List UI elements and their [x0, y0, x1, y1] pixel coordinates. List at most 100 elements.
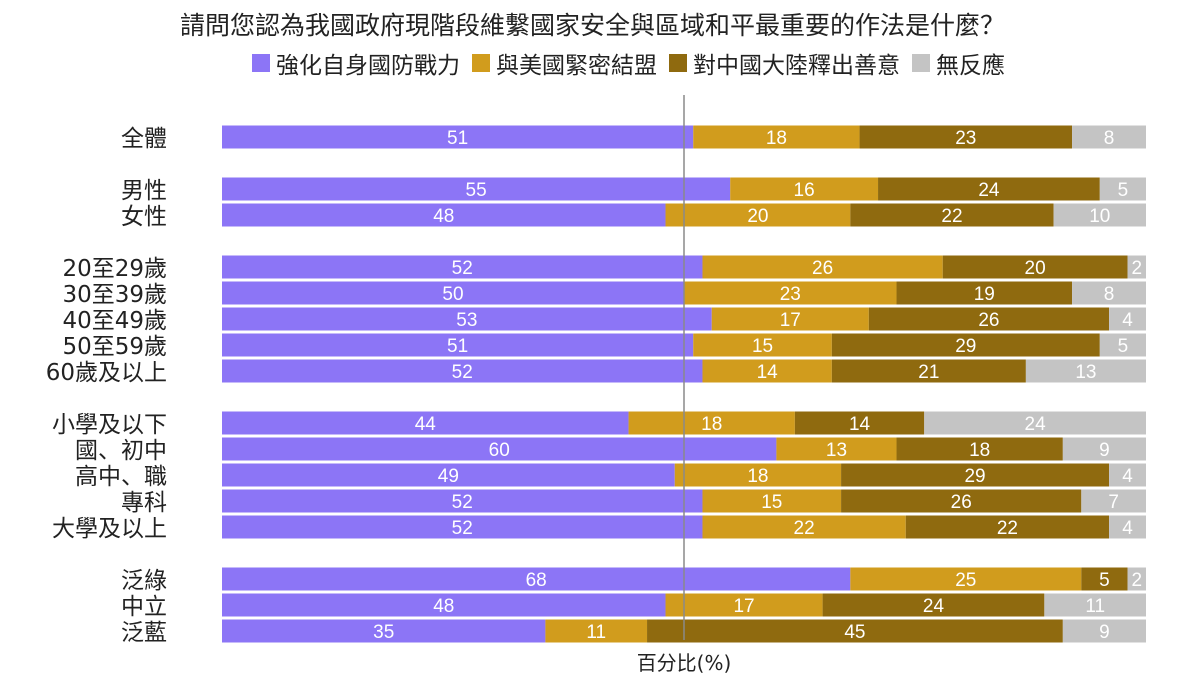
legend-item: 對中國大陸釋出善意 — [669, 46, 900, 80]
category-label: 60歲及以上 — [46, 360, 167, 386]
data-label: 52 — [452, 258, 473, 279]
data-label: 25 — [955, 570, 976, 591]
bar-segment — [1109, 515, 1146, 539]
bar-segment — [545, 619, 648, 643]
data-label: 50 — [442, 284, 463, 305]
bar-segment — [222, 255, 703, 279]
bar-segment — [868, 307, 1110, 331]
data-label: 8 — [1104, 128, 1115, 149]
legend-swatch — [912, 54, 930, 72]
data-label: 9 — [1099, 440, 1110, 461]
bar-segment — [693, 333, 832, 357]
data-label: 35 — [373, 622, 394, 643]
data-label: 14 — [849, 414, 871, 435]
bar-segment — [942, 255, 1128, 279]
data-label: 29 — [964, 466, 985, 487]
category-label: 20至29歲 — [62, 256, 167, 282]
bar-segment — [222, 177, 731, 201]
x-axis-label: 百分比(%) — [637, 651, 732, 675]
data-label: 2 — [1131, 258, 1142, 279]
bar-segment — [794, 411, 925, 435]
data-label: 8 — [1104, 284, 1115, 305]
bar-segment — [222, 333, 694, 357]
data-label: 68 — [526, 570, 547, 591]
bar-segment — [684, 281, 897, 305]
bar-segment — [711, 307, 869, 331]
chart-title: 請問您認為我國政府現階段維繫國家安全與區域和平最重要的作法是什麼？ — [180, 11, 1006, 40]
data-label: 20 — [747, 206, 768, 227]
bar-segment — [1099, 177, 1146, 201]
data-label: 10 — [1089, 206, 1110, 227]
bar-segment — [924, 411, 1146, 435]
data-label: 24 — [923, 596, 945, 617]
data-label: 14 — [757, 362, 779, 383]
data-label: 24 — [978, 180, 1000, 201]
category-label: 小學及以下 — [52, 412, 167, 438]
data-label: 4 — [1122, 518, 1133, 539]
bar-segment — [850, 567, 1082, 591]
data-label: 52 — [452, 518, 473, 539]
bar-segment — [222, 619, 546, 643]
legend-label: 強化自身國防戰力 — [276, 53, 460, 79]
bar-segment — [628, 411, 795, 435]
bar-segment — [1072, 125, 1146, 149]
bar-segment — [647, 619, 1063, 643]
data-label: 17 — [780, 310, 801, 331]
bar-segment — [776, 437, 897, 461]
bar-segment — [1081, 489, 1146, 513]
bar-segment — [222, 437, 777, 461]
legend-label: 對中國大陸釋出善意 — [693, 53, 900, 79]
bar-segment — [1099, 333, 1146, 357]
bar-segment — [831, 359, 1026, 383]
bar-segment — [674, 463, 842, 487]
bar-segment — [702, 359, 832, 383]
data-label: 4 — [1122, 310, 1133, 331]
data-label: 51 — [447, 128, 468, 149]
bar-segment — [1127, 567, 1146, 591]
data-label: 5 — [1118, 180, 1129, 201]
data-label: 18 — [766, 128, 787, 149]
bar-segment — [1062, 437, 1146, 461]
bar-segment — [702, 489, 842, 513]
bar-segment — [1044, 593, 1146, 617]
bar-segment — [222, 515, 703, 539]
bar-segment — [1081, 567, 1128, 591]
bar-segment — [822, 593, 1045, 617]
category-label: 40至49歲 — [62, 308, 167, 334]
data-label: 20 — [1025, 258, 1046, 279]
data-label: 13 — [826, 440, 847, 461]
data-label: 13 — [1075, 362, 1096, 383]
data-label: 21 — [918, 362, 939, 383]
data-label: 18 — [701, 414, 722, 435]
category-label: 50至59歲 — [62, 334, 167, 360]
bar-segment — [1062, 619, 1146, 643]
data-label: 26 — [812, 258, 833, 279]
data-label: 48 — [433, 206, 454, 227]
data-label: 23 — [780, 284, 801, 305]
bar-segment — [222, 359, 703, 383]
data-label: 24 — [1025, 414, 1047, 435]
data-label: 22 — [794, 518, 815, 539]
bar-segment — [1127, 255, 1146, 279]
category-label: 泛藍 — [121, 620, 167, 646]
category-label: 專科 — [121, 490, 167, 516]
data-label: 15 — [752, 336, 773, 357]
data-label: 52 — [452, 492, 473, 513]
data-label: 52 — [452, 362, 473, 383]
data-label: 22 — [941, 206, 962, 227]
legend-label: 與美國緊密結盟 — [496, 53, 657, 79]
data-label: 17 — [733, 596, 754, 617]
data-label: 9 — [1099, 622, 1110, 643]
bar-segment — [665, 593, 823, 617]
bar-segment — [222, 281, 684, 305]
bar-segment — [222, 489, 703, 513]
bar-segment — [905, 515, 1110, 539]
data-label: 49 — [438, 466, 459, 487]
data-label: 44 — [415, 414, 437, 435]
bar-segment — [896, 437, 1063, 461]
data-label: 60 — [489, 440, 510, 461]
bar-segment — [1025, 359, 1146, 383]
data-label: 11 — [1085, 596, 1105, 617]
data-label: 19 — [974, 284, 995, 305]
